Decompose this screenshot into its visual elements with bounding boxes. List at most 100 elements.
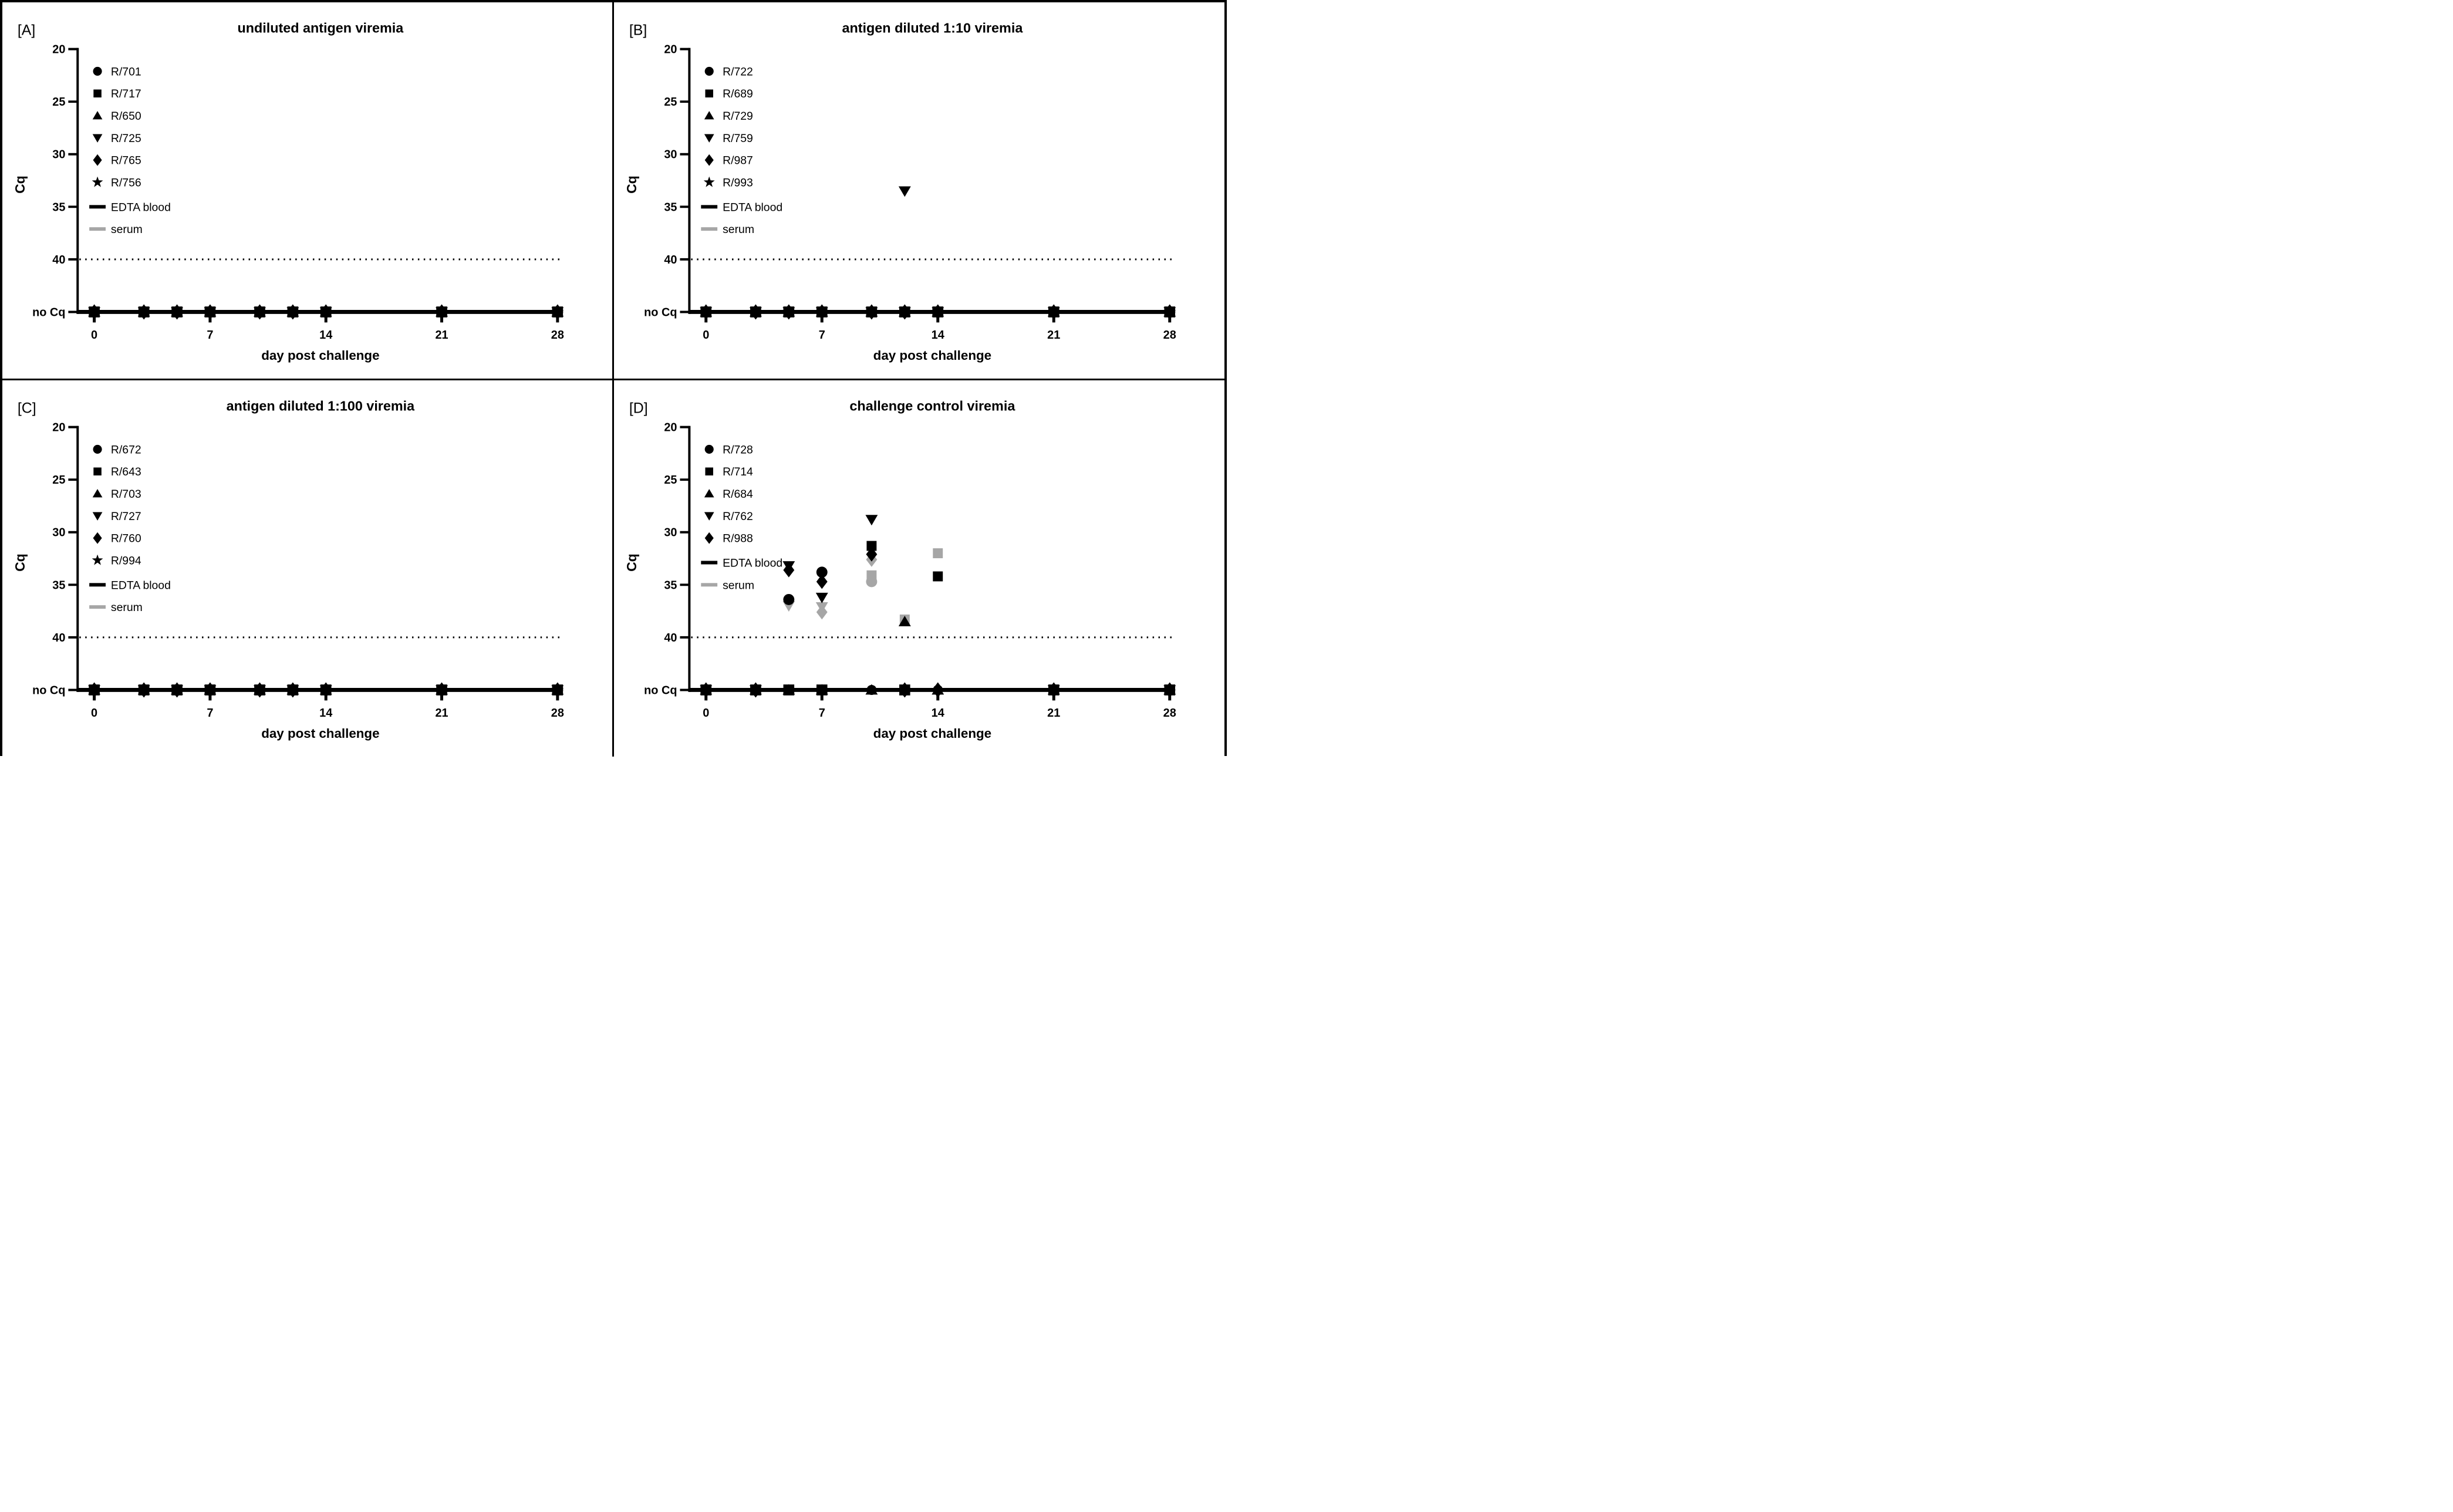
y-tick-label: 40	[52, 254, 65, 266]
panel-title: challenge control viremia	[849, 399, 1015, 414]
no-cq-cluster-triangle-down	[749, 307, 762, 318]
legend-sample-type-label: serum	[111, 223, 143, 236]
data-point-R-988	[816, 605, 828, 620]
legend-sample-type-label: EDTA blood	[723, 556, 782, 569]
y-axis-title: Cq	[624, 176, 639, 193]
data-point-R-714	[933, 571, 943, 582]
panel-letter-label: [C]	[18, 400, 36, 417]
data-point-R-988	[866, 546, 878, 562]
no-cq-cluster-triangle-down	[254, 307, 266, 318]
x-axis: 0 7 14 21 28	[689, 309, 1176, 342]
panel-B-chart: [B] antigen diluted 1:10 viremia 20 25 30 35 4…	[624, 21, 1176, 363]
legend: R/701 R/717 R/650 R/725 R/765 R/756 EDTA blood…	[89, 65, 171, 236]
legend-serum-line-icon	[89, 227, 106, 231]
no-cq-cluster-triangle-down	[137, 307, 150, 318]
legend-animal-label: R/650	[111, 110, 141, 123]
panel-letter-label: [A]	[18, 22, 35, 39]
data-points	[898, 186, 911, 197]
panel-A: [A] undiluted antigen viremia 20 25 30 35 40 no…	[2, 2, 613, 380]
data-points	[782, 515, 943, 626]
data-point-R-714	[866, 541, 877, 551]
legend-animal-label: R/684	[723, 488, 753, 501]
legend-animal-label: R/689	[723, 87, 753, 100]
y-axis: 20 25 30 35 40 no Cq	[32, 421, 79, 697]
x-tick-label: 28	[551, 329, 564, 342]
no-cq-cluster-triangle-down	[1163, 685, 1176, 696]
no-cq-cluster-circle	[899, 684, 910, 695]
data-point-R-988	[783, 562, 795, 578]
y-tick-label: 25	[52, 474, 65, 487]
legend-animal-label: R/701	[111, 65, 141, 78]
x-tick-label: 28	[1163, 707, 1176, 720]
no-cq-cluster-triangle-down	[88, 307, 101, 318]
legend-animal-label: R/643	[111, 465, 141, 478]
y-tick-label: 40	[664, 632, 677, 644]
y-axis: 20 25 30 35 40 no Cq	[32, 43, 79, 319]
no-cq-tick-label: no Cq	[32, 684, 65, 697]
panel-letter-label: [B]	[629, 22, 647, 39]
legend-triangle-up-icon	[704, 111, 714, 120]
no-cq-markers	[700, 682, 1176, 698]
legend-animal-label: R/994	[111, 554, 141, 567]
legend: R/722 R/689 R/729 R/759 R/987 R/993 EDTA blood…	[701, 65, 782, 236]
legend-square-icon	[705, 467, 713, 475]
no-cq-cluster-triangle-down	[319, 307, 332, 318]
y-tick-label: 25	[664, 474, 677, 487]
no-cq-tick-label: no Cq	[644, 684, 677, 697]
data-point-R-684	[898, 615, 911, 626]
x-tick-label: 28	[1163, 329, 1176, 342]
panel-title: antigen diluted 1:100 viremia	[227, 399, 416, 414]
panel-C-chart: [C] antigen diluted 1:100 viremia 20 25 30 35…	[12, 399, 564, 741]
x-tick-label: 7	[819, 329, 825, 342]
x-axis-title: day post challenge	[261, 348, 379, 363]
legend-sample-type-label: EDTA blood	[111, 201, 171, 214]
x-axis-title: day post challenge	[261, 726, 379, 741]
no-cq-markers	[700, 304, 1176, 320]
legend-triangle-down-icon	[92, 512, 103, 521]
data-point-R-728	[816, 566, 828, 578]
y-tick-label: 35	[52, 201, 65, 214]
legend-circle-icon	[704, 444, 714, 454]
legend-triangle-down-icon	[704, 134, 714, 143]
x-tick-label: 0	[91, 329, 97, 342]
legend-animal-label: R/762	[723, 510, 753, 523]
no-cq-tick-label: no Cq	[32, 306, 65, 319]
no-cq-cluster-triangle-down	[815, 307, 828, 318]
legend-edta-blood-line-icon	[701, 205, 718, 209]
x-tick-label: 14	[932, 329, 944, 342]
x-axis-title: day post challenge	[873, 348, 991, 363]
no-cq-cluster-triangle-down	[137, 685, 150, 696]
legend-sample-type-label: serum	[111, 601, 143, 614]
data-point-R-762	[815, 592, 828, 603]
no-cq-cluster-triangle-down	[88, 685, 101, 696]
panel-title: undiluted antigen viremia	[237, 21, 404, 36]
no-cq-cluster-triangle-down	[749, 685, 762, 696]
legend-animal-label: R/672	[111, 443, 141, 456]
legend-animal-label: R/729	[723, 110, 753, 123]
legend-circle-icon	[704, 66, 714, 76]
no-cq-cluster-triangle-down	[865, 307, 878, 318]
legend-animal-label: R/717	[111, 87, 141, 100]
x-tick-label: 14	[932, 707, 944, 720]
panel-A-chart: [A] undiluted antigen viremia 20 25 30 35 40 no…	[12, 21, 564, 363]
no-cq-cluster-triangle-down	[551, 685, 564, 696]
legend-edta-blood-line-icon	[701, 561, 718, 565]
legend-sample-type-label: EDTA blood	[723, 201, 782, 214]
no-cq-cluster-triangle-down	[319, 685, 332, 696]
legend-animal-label: R/760	[111, 532, 141, 545]
legend-animal-label: R/728	[723, 443, 753, 456]
y-tick-label: 25	[52, 96, 65, 109]
x-tick-label: 28	[551, 707, 564, 720]
panel-title: antigen diluted 1:10 viremia	[842, 21, 1023, 36]
data-point-R-759	[898, 186, 911, 197]
no-cq-cluster-triangle-down	[254, 685, 266, 696]
no-cq-cluster-triangle-down	[782, 307, 795, 318]
legend-triangle-down-icon	[704, 512, 714, 521]
no-cq-cluster-triangle-up	[865, 684, 878, 695]
legend: R/728 R/714 R/684 R/762 R/988 EDTA blood serum	[701, 443, 782, 592]
legend-sample-type-label: serum	[723, 579, 754, 592]
x-tick-label: 7	[207, 329, 213, 342]
legend-animal-label: R/703	[111, 488, 141, 501]
legend-diamond-icon	[704, 154, 714, 166]
legend-triangle-up-icon	[92, 111, 103, 120]
